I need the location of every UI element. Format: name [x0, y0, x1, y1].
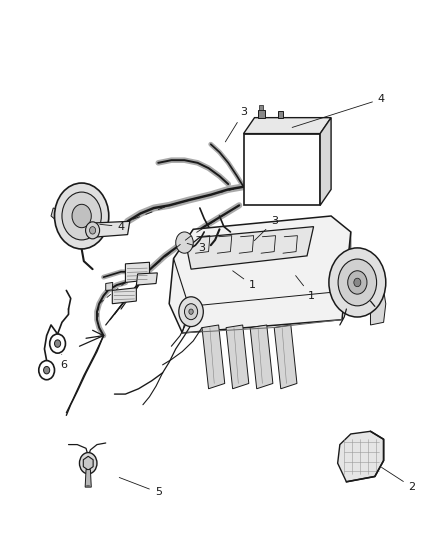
Text: 3: 3 [187, 243, 205, 253]
Circle shape [89, 227, 95, 234]
Bar [278, 111, 283, 118]
Polygon shape [274, 325, 296, 389]
Polygon shape [106, 282, 113, 290]
Circle shape [39, 361, 54, 379]
Circle shape [72, 204, 91, 228]
Polygon shape [136, 273, 157, 285]
Circle shape [85, 459, 92, 467]
Circle shape [54, 183, 109, 249]
Polygon shape [85, 470, 91, 487]
Circle shape [79, 453, 97, 474]
Circle shape [347, 271, 366, 294]
Polygon shape [112, 288, 136, 304]
Text: 1: 1 [232, 271, 255, 290]
Circle shape [43, 367, 49, 374]
Polygon shape [226, 325, 248, 389]
Bar [257, 110, 264, 118]
Polygon shape [83, 456, 93, 470]
Circle shape [353, 278, 360, 287]
Text: 5: 5 [119, 478, 161, 497]
Circle shape [184, 304, 197, 320]
Circle shape [54, 340, 60, 348]
Polygon shape [319, 118, 330, 205]
Polygon shape [51, 208, 64, 225]
Circle shape [328, 248, 385, 317]
Circle shape [337, 259, 376, 306]
Text: 2: 2 [381, 467, 415, 492]
Text: 3: 3 [254, 216, 277, 240]
Bar [243, 134, 319, 205]
Polygon shape [201, 325, 224, 389]
Bar [258, 106, 263, 110]
Circle shape [175, 232, 193, 253]
Circle shape [178, 297, 203, 327]
Polygon shape [370, 290, 385, 325]
Text: 1: 1 [295, 276, 314, 301]
Circle shape [62, 192, 101, 240]
Polygon shape [250, 325, 272, 389]
Polygon shape [186, 227, 313, 269]
Polygon shape [92, 221, 130, 237]
Polygon shape [125, 262, 149, 282]
Text: 4: 4 [99, 222, 124, 232]
Text: 6: 6 [60, 354, 67, 370]
Circle shape [188, 309, 193, 314]
Polygon shape [337, 431, 383, 482]
Polygon shape [243, 118, 330, 134]
Circle shape [49, 334, 65, 353]
Text: 3: 3 [225, 107, 247, 142]
Text: 4: 4 [292, 94, 384, 127]
Polygon shape [169, 216, 350, 333]
Circle shape [85, 222, 99, 239]
